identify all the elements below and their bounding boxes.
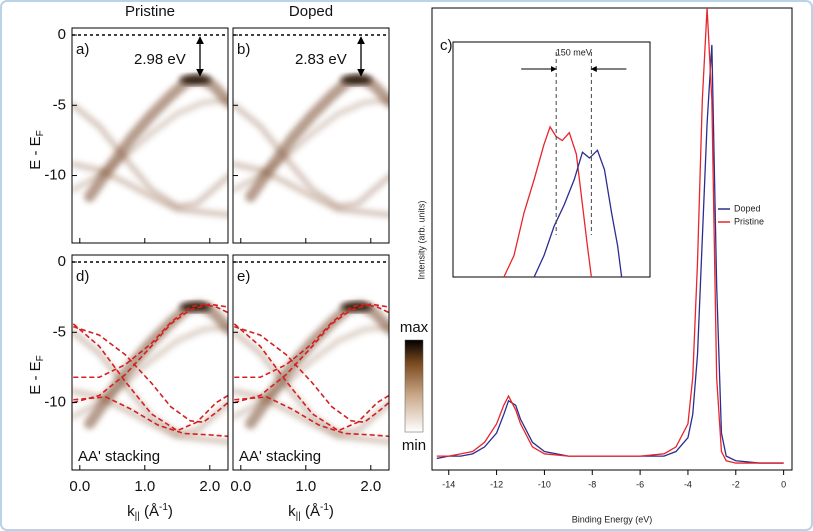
model-band (73, 396, 228, 438)
y-tick-label: 0 (58, 253, 66, 270)
stacking-label: AA' stacking (78, 448, 160, 465)
inset-annotation: 150 meV (556, 47, 592, 57)
spectrum-line (436, 7, 784, 464)
model-band (234, 396, 389, 438)
x-tick-label: -2 (732, 479, 740, 489)
colorbar-max: max (400, 319, 429, 336)
x-tick-label: 0 (781, 479, 786, 489)
plot-frame (431, 7, 793, 471)
panel-title: Pristine (125, 3, 175, 20)
x-tick-label: -12 (490, 479, 503, 489)
band-intensity (233, 323, 389, 420)
text-part: E - E (27, 361, 44, 394)
x-tick-label: 2.0 (199, 478, 220, 495)
band-intensity (72, 96, 228, 193)
x-axis-label: Binding Energy (eV) (572, 514, 653, 524)
model-band (234, 325, 389, 424)
x-tick-label: -6 (636, 479, 644, 489)
gap-label: 2.98 eV (134, 51, 186, 68)
colorbar (404, 339, 424, 433)
band-maximum (340, 301, 373, 312)
text-part: ) (329, 503, 334, 520)
panel-border (71, 254, 229, 471)
text-part: F (35, 355, 46, 361)
panel-border (71, 27, 229, 244)
text-part: k (127, 503, 135, 520)
y-axis-label: E - EF (27, 130, 46, 169)
panel-title: Doped (289, 3, 333, 20)
band-maximum (340, 74, 373, 85)
text-part: F (35, 130, 46, 136)
x-tick-label: -4 (684, 479, 692, 489)
band-intensity (245, 73, 389, 203)
text-part: E - E (27, 136, 44, 169)
panel-label: b) (237, 41, 250, 58)
text-part: k (288, 503, 296, 520)
legend-label: Doped (734, 203, 761, 213)
x-tick-label: 0.0 (69, 478, 90, 495)
model-band (73, 325, 228, 424)
band-intensity (84, 73, 228, 203)
model-band (73, 303, 228, 379)
y-tick-label: -5 (53, 96, 66, 113)
band-intensity (233, 96, 389, 193)
text-part: || (296, 511, 301, 522)
x-axis-label: k|| (Å-1) (288, 502, 334, 522)
band-maximum (179, 74, 212, 85)
panel-border (232, 254, 390, 471)
y-tick-label: -5 (53, 323, 66, 340)
text-part: -1 (159, 502, 168, 513)
stacking-label: AA' stacking (239, 448, 321, 465)
x-tick-label: 0.0 (230, 478, 251, 495)
panel-label: e) (237, 268, 250, 285)
text-part: -1 (320, 502, 329, 513)
text-part: ) (168, 503, 173, 520)
panel-border (232, 27, 390, 244)
x-tick-label: -14 (442, 479, 455, 489)
gap-label: 2.83 eV (295, 51, 347, 68)
model-band (234, 303, 389, 404)
text-part: (Å (140, 503, 159, 520)
x-tick-label: 1.0 (295, 478, 316, 495)
band-intensity (84, 300, 228, 430)
text-part: (Å (301, 503, 320, 520)
band-intensity (233, 329, 389, 437)
inset-frame (452, 41, 651, 278)
band-intensity (72, 102, 228, 210)
y-tick-label: -10 (44, 167, 66, 184)
x-tick-label: 2.0 (360, 478, 381, 495)
panel-label: a) (76, 41, 89, 58)
band-intensity (233, 161, 389, 218)
y-tick-label: -10 (44, 394, 66, 411)
x-tick-label: 1.0 (134, 478, 155, 495)
band-intensity (72, 329, 228, 437)
arpes-image (72, 255, 228, 470)
legend-label: Pristine (734, 216, 764, 226)
x-tick-label: -8 (588, 479, 596, 489)
colorbar-min: min (402, 437, 426, 454)
spectrum-line (533, 149, 623, 278)
band-intensity (233, 102, 389, 210)
panel-label: c) (440, 37, 453, 54)
band-maximum (179, 301, 212, 312)
x-axis-label: k|| (Å-1) (127, 502, 173, 522)
band-intensity (72, 323, 228, 420)
y-tick-label: 0 (58, 26, 66, 43)
text-part: || (135, 511, 140, 522)
y-axis-label: Intensity (arb. units) (416, 200, 426, 279)
band-intensity (72, 161, 228, 218)
y-axis-label: E - EF (27, 355, 46, 394)
x-tick-label: -10 (538, 479, 551, 489)
model-band (233, 323, 389, 432)
panel-label: d) (76, 268, 89, 285)
band-intensity (245, 300, 389, 430)
model-band (234, 303, 389, 379)
arpes-image (233, 255, 389, 470)
model-band (73, 303, 228, 404)
model-band (72, 323, 228, 432)
